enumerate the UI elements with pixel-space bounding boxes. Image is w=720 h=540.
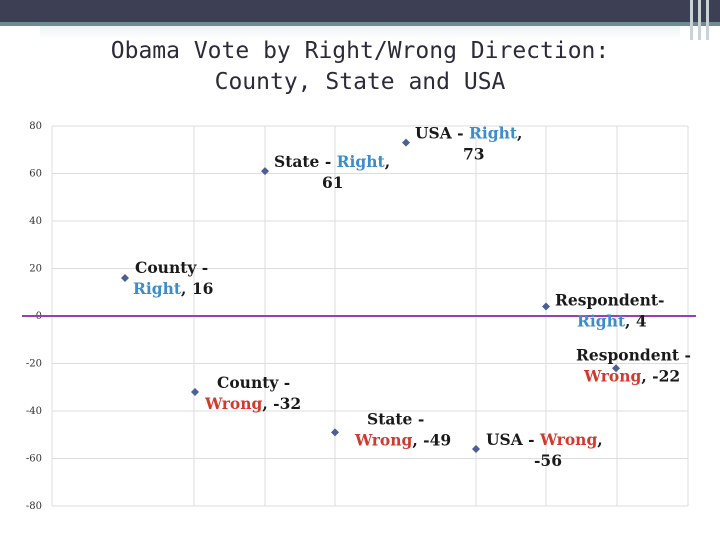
y-tick-label: -20	[26, 359, 42, 370]
y-tick-label: 40	[29, 216, 42, 227]
y-tick-label: 60	[29, 169, 42, 180]
data-label: State -Wrong, -49	[354, 409, 451, 449]
data-point-marker	[261, 167, 269, 176]
data-point-marker	[331, 428, 339, 437]
y-tick-label: 80	[29, 121, 42, 132]
data-label: State - Right, 61	[274, 152, 390, 192]
data-point-marker	[472, 445, 480, 453]
y-tick-label: -60	[26, 454, 42, 465]
header-stripe	[40, 26, 680, 40]
data-label: County -Right, 16	[133, 258, 213, 298]
y-tick-label: -80	[26, 501, 42, 512]
data-label: USA - Right, 73	[415, 124, 522, 164]
data-point-marker	[402, 138, 410, 147]
y-tick-label: 20	[29, 264, 42, 275]
data-label: Respondent-Right, 4	[555, 291, 664, 331]
y-tick-label: -40	[26, 406, 42, 417]
data-label: Respondent -Wrong, -22	[576, 345, 691, 385]
header-decoration	[690, 0, 693, 40]
slide-header-bar	[0, 0, 720, 40]
data-point-marker	[121, 274, 129, 282]
data-point-marker	[542, 302, 550, 311]
header-accent-line	[0, 22, 720, 26]
data-label: County -Wrong, -32	[204, 373, 301, 413]
slide-title: Obama Vote by Right/Wrong Direction: Cou…	[110, 38, 610, 95]
header-decoration	[698, 0, 701, 40]
data-label: USA - Wrong, -56	[486, 430, 603, 470]
header-decoration	[706, 0, 709, 40]
data-point-marker	[612, 364, 620, 373]
data-point-marker	[191, 388, 199, 396]
